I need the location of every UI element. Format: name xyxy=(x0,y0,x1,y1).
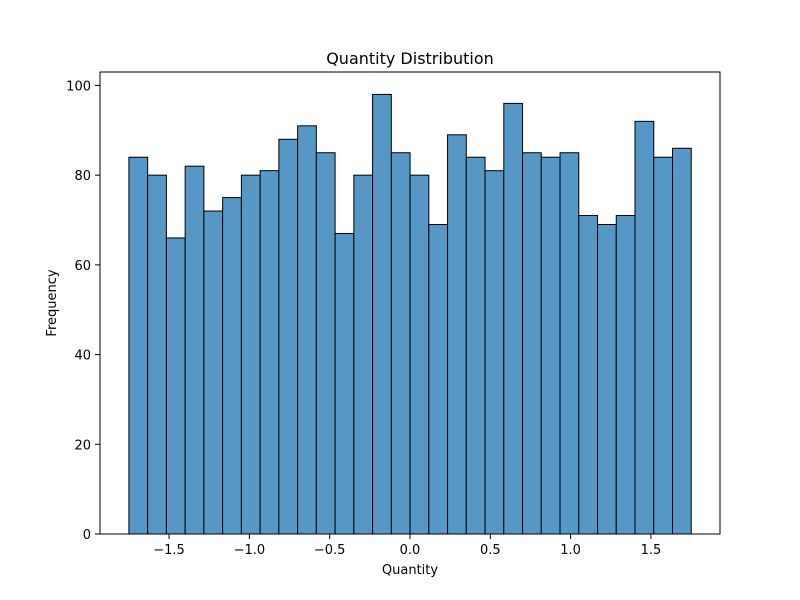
histogram-bar xyxy=(447,134,467,535)
x-tick-label: 1.5 xyxy=(641,543,662,558)
y-tick-label: 20 xyxy=(74,438,91,453)
x-tick-label: 0.5 xyxy=(480,543,501,558)
histogram-bar xyxy=(278,138,299,535)
histogram-bar xyxy=(334,232,355,535)
histogram-bar xyxy=(259,170,280,535)
histogram-bar xyxy=(540,156,561,535)
x-tick-label: 1.0 xyxy=(560,543,581,558)
histogram-bar xyxy=(503,102,524,535)
histogram-bar xyxy=(559,152,580,535)
y-tick-label: 40 xyxy=(74,349,91,364)
histogram-bar xyxy=(653,156,674,535)
bars-group xyxy=(128,93,692,535)
x-tick-label: −0.5 xyxy=(314,543,346,558)
histogram-bar xyxy=(465,156,486,535)
histogram-bar xyxy=(297,125,317,535)
y-tick-label: 60 xyxy=(74,259,91,274)
x-axis: −1.5 −1.0 −0.5 0.0 0.5 1.0 1.5 xyxy=(153,534,661,558)
y-tick-label: 100 xyxy=(66,79,91,94)
histogram-bar xyxy=(184,165,205,535)
histogram-bar xyxy=(428,224,449,535)
histogram-bar xyxy=(240,174,261,535)
histogram-bar xyxy=(315,152,336,535)
histogram-bar xyxy=(203,210,224,535)
histogram-bar xyxy=(634,120,655,535)
histogram-bar xyxy=(147,174,167,535)
histogram-bar xyxy=(222,197,242,535)
y-axis: 0 20 40 60 80 100 xyxy=(66,79,100,543)
histogram-bar xyxy=(128,156,149,535)
histogram-bar xyxy=(165,237,186,535)
y-tick-label: 0 xyxy=(83,528,91,543)
histogram-bar xyxy=(484,170,505,535)
histogram-bar xyxy=(372,93,392,535)
histogram-bar xyxy=(522,152,542,535)
histogram-bar xyxy=(409,174,430,535)
histogram-bar xyxy=(578,215,599,535)
histogram-bar xyxy=(672,147,692,535)
x-tick-label: −1.5 xyxy=(153,543,185,558)
histogram-bar xyxy=(390,152,411,535)
histogram-bar xyxy=(353,174,374,535)
histogram-bar xyxy=(597,224,617,535)
x-axis-title: Quantity xyxy=(382,563,438,578)
x-tick-label: 0.0 xyxy=(400,543,421,558)
y-tick-label: 80 xyxy=(74,169,91,184)
y-axis-title: Frequency xyxy=(45,269,60,336)
histogram-bar xyxy=(615,215,636,535)
x-tick-label: −1.0 xyxy=(234,543,266,558)
chart-title: Quantity Distribution xyxy=(326,49,494,68)
